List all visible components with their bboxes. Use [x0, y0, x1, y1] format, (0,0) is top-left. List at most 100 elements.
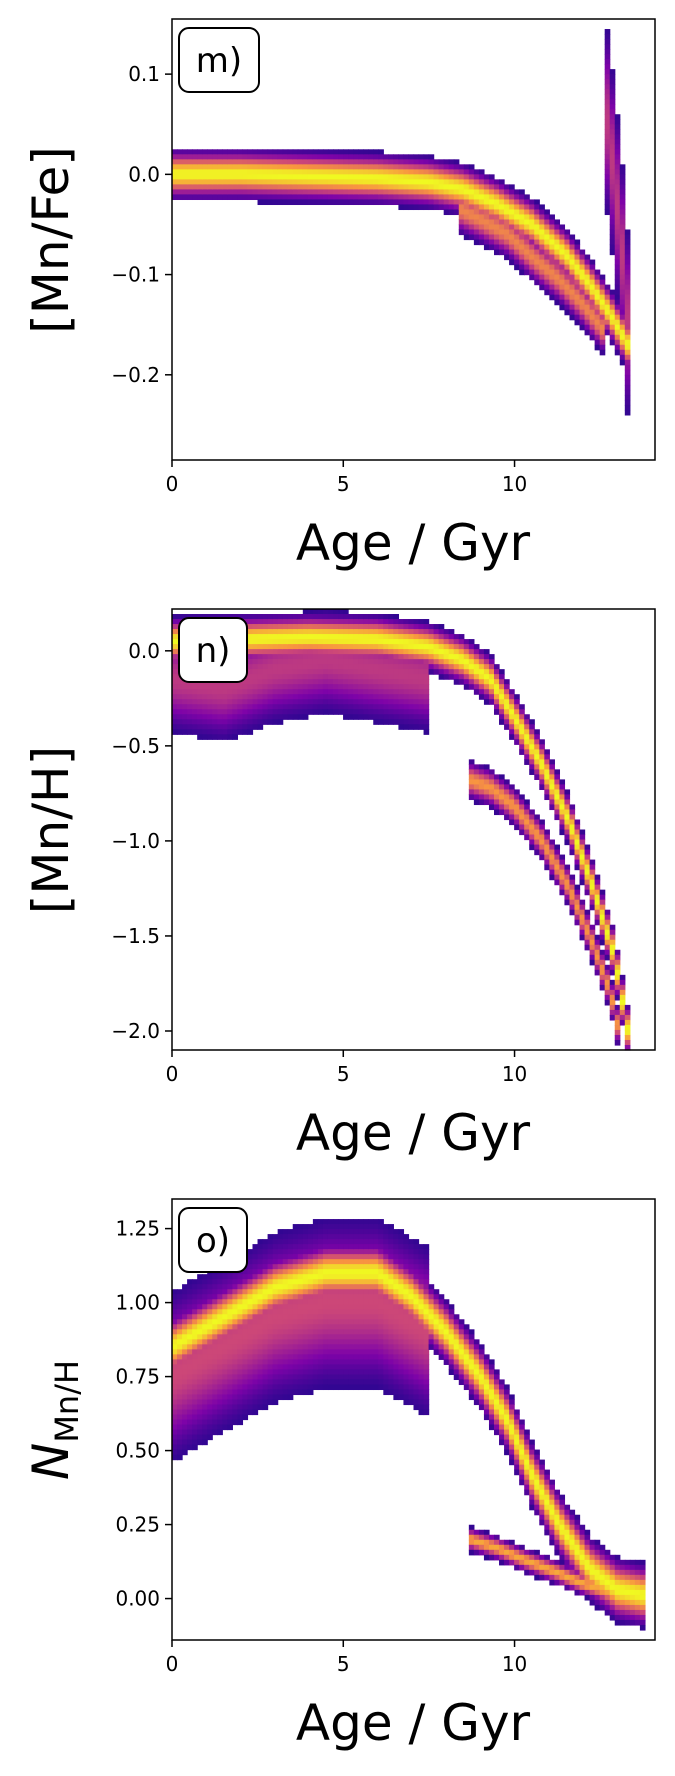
- heatmap-cell: [212, 164, 218, 170]
- heatmap-cell: [574, 889, 581, 896]
- heatmap-cell: [398, 1254, 405, 1260]
- heatmap-cell: [302, 1334, 309, 1340]
- heatmap-cell: [398, 1344, 405, 1350]
- heatmap-cell: [453, 1349, 460, 1355]
- heatmap-cell: [529, 769, 535, 775]
- heatmap-cell: [554, 849, 561, 856]
- heatmap-cell: [172, 1454, 178, 1461]
- heatmap-cell: [322, 699, 329, 705]
- heatmap-cell: [609, 1004, 616, 1011]
- heatmap-cell: [413, 1374, 420, 1381]
- heatmap-cell: [413, 1269, 420, 1275]
- heatmap-cell: [247, 664, 254, 670]
- heatmap-cell: [317, 1369, 324, 1375]
- heatmap-cell: [483, 794, 490, 801]
- heatmap-cell: [363, 1324, 369, 1330]
- heatmap-cell: [277, 714, 284, 720]
- heatmap-cell: [594, 879, 601, 886]
- heatmap-cell: [192, 1354, 198, 1360]
- heatmap-cell: [312, 1279, 319, 1285]
- heatmap-cell: [277, 1229, 284, 1235]
- heatmap-cell: [614, 224, 621, 231]
- heatmap-cell: [544, 234, 550, 241]
- heatmap-cell: [202, 1389, 208, 1396]
- heatmap-cell: [327, 609, 334, 615]
- heatmap-cell: [317, 1339, 324, 1345]
- heatmap-cell: [312, 1304, 319, 1310]
- heatmap-cell: [277, 684, 284, 690]
- heatmap-cell: [177, 1379, 183, 1386]
- heatmap-cell: [192, 1424, 198, 1431]
- heatmap-cell: [353, 1259, 359, 1265]
- heatmap-cell: [182, 1429, 188, 1436]
- heatmap-cell: [473, 1379, 480, 1386]
- heatmap-cell: [604, 59, 611, 65]
- heatmap-cell: [408, 1399, 415, 1406]
- heatmap-cell: [463, 1324, 470, 1330]
- heatmap-cell: [247, 184, 254, 190]
- heatmap-cell: [353, 1249, 359, 1255]
- heatmap-cell: [398, 719, 405, 725]
- heatmap-cell: [594, 319, 601, 326]
- heatmap-cell: [317, 689, 324, 695]
- heatmap-cell: [499, 204, 505, 211]
- heatmap-cell: [368, 649, 374, 655]
- heatmap-cell: [252, 1319, 259, 1325]
- heatmap-cell: [212, 734, 218, 740]
- heatmap-cell: [317, 679, 324, 685]
- heatmap-cell: [287, 1349, 294, 1355]
- heatmap-cell: [358, 649, 364, 655]
- heatmap-cell: [353, 1364, 359, 1370]
- heatmap-cell: [187, 714, 193, 720]
- heatmap-cell: [322, 179, 329, 185]
- heatmap-cell: [182, 709, 188, 715]
- heatmap-cell: [292, 669, 299, 675]
- heatmap-cell: [358, 1369, 364, 1375]
- heatmap-cell: [202, 1284, 208, 1290]
- heatmap-cell: [569, 849, 576, 856]
- heatmap-cell: [559, 259, 566, 266]
- heatmap-cell: [363, 1244, 369, 1250]
- heatmap-cell: [338, 1274, 344, 1280]
- heatmap-cell: [494, 779, 500, 785]
- heatmap-cell: [554, 229, 561, 236]
- heatmap-cell: [172, 154, 178, 160]
- heatmap-cell: [297, 629, 304, 635]
- heatmap-cell: [187, 1334, 193, 1340]
- heatmap-cell: [277, 699, 284, 705]
- heatmap-cell: [237, 1279, 244, 1285]
- heatmap-cell: [614, 974, 621, 981]
- heatmap-cell: [247, 1284, 254, 1290]
- heatmap-cell: [529, 839, 535, 846]
- heatmap-cell: [373, 1304, 379, 1310]
- heatmap-cell: [614, 959, 621, 966]
- heatmap-cell: [197, 174, 203, 180]
- heatmap-cell: [272, 1304, 279, 1310]
- heatmap-cell: [177, 189, 183, 195]
- heatmap-cell: [272, 1324, 279, 1330]
- heatmap-cell: [473, 184, 480, 190]
- heatmap-cell: [307, 159, 314, 165]
- heatmap-cell: [297, 1374, 304, 1381]
- heatmap-cell: [383, 699, 389, 705]
- heatmap-cell: [272, 164, 279, 170]
- heatmap-cell: [368, 1324, 374, 1330]
- heatmap-cell: [247, 1269, 254, 1275]
- heatmap-cell: [609, 1014, 616, 1021]
- heatmap-cell: [368, 1234, 374, 1240]
- heatmap-cell: [333, 189, 339, 195]
- heatmap-cell: [383, 1374, 389, 1381]
- heatmap-cell: [463, 664, 470, 670]
- heatmap-cell: [232, 729, 239, 735]
- heatmap-cell: [287, 1389, 294, 1396]
- heatmap-cell: [358, 1244, 364, 1250]
- heatmap-cell: [327, 1264, 334, 1270]
- heatmap-cell: [348, 1269, 354, 1275]
- heatmap-cell: [614, 134, 621, 140]
- heatmap-cell: [574, 249, 581, 256]
- heatmap-cell: [488, 799, 495, 806]
- heatmap-cell: [483, 689, 490, 695]
- heatmap-cell: [267, 689, 274, 695]
- heatmap-cell: [539, 244, 545, 251]
- heatmap-cell: [172, 149, 178, 155]
